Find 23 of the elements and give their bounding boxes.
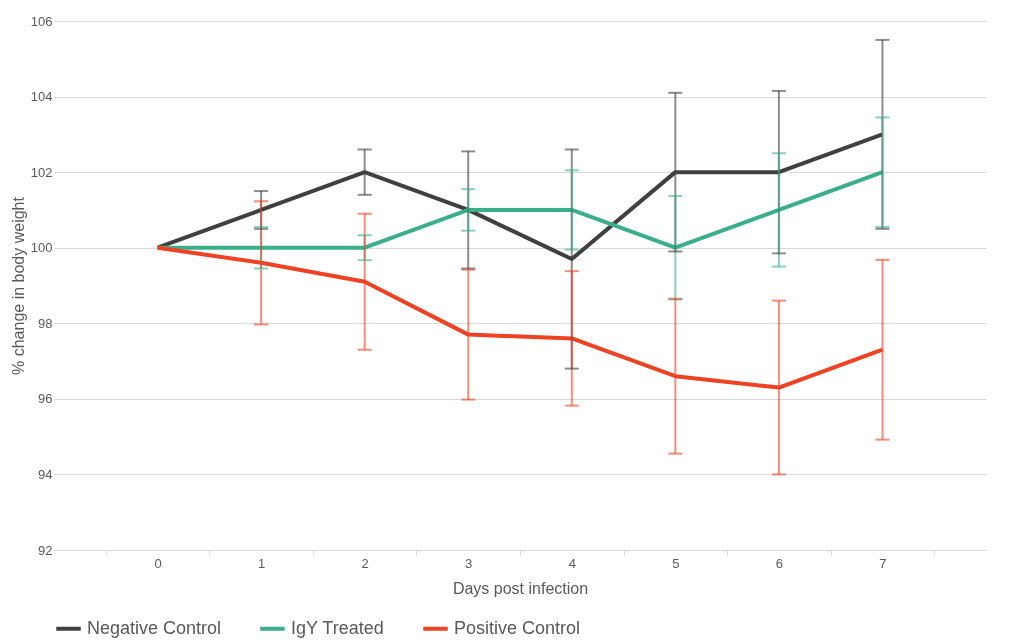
y-tick-label: 96 bbox=[38, 391, 53, 407]
x-tick-label: 7 bbox=[879, 555, 887, 571]
legend-label: IgY Treated bbox=[291, 617, 384, 638]
y-axis-title: % change in body weight bbox=[9, 196, 27, 375]
legend-label: Negative Control bbox=[87, 617, 222, 638]
y-tick-label: 94 bbox=[38, 466, 53, 482]
line-series bbox=[155, 132, 885, 262]
x-tick-label: 4 bbox=[568, 555, 576, 571]
legend-label: Positive Control bbox=[454, 617, 581, 638]
y-tick-label: 100 bbox=[30, 240, 53, 256]
x-tick-label: 2 bbox=[361, 555, 369, 571]
x-tick-label: 3 bbox=[465, 555, 473, 571]
x-tick-label: 5 bbox=[672, 555, 680, 571]
x-tick-label: 0 bbox=[154, 555, 162, 571]
y-tick-label: 92 bbox=[38, 542, 53, 558]
line-series bbox=[155, 245, 885, 390]
y-tick-label: 102 bbox=[30, 164, 53, 180]
y-tick-label: 106 bbox=[30, 13, 53, 29]
x-tick-label: 1 bbox=[257, 555, 266, 571]
x-tick-label: 6 bbox=[775, 555, 784, 571]
x-axis-title: Days post infection bbox=[452, 579, 589, 597]
y-tick-label: 98 bbox=[38, 315, 53, 331]
y-tick-label: 104 bbox=[30, 89, 53, 105]
